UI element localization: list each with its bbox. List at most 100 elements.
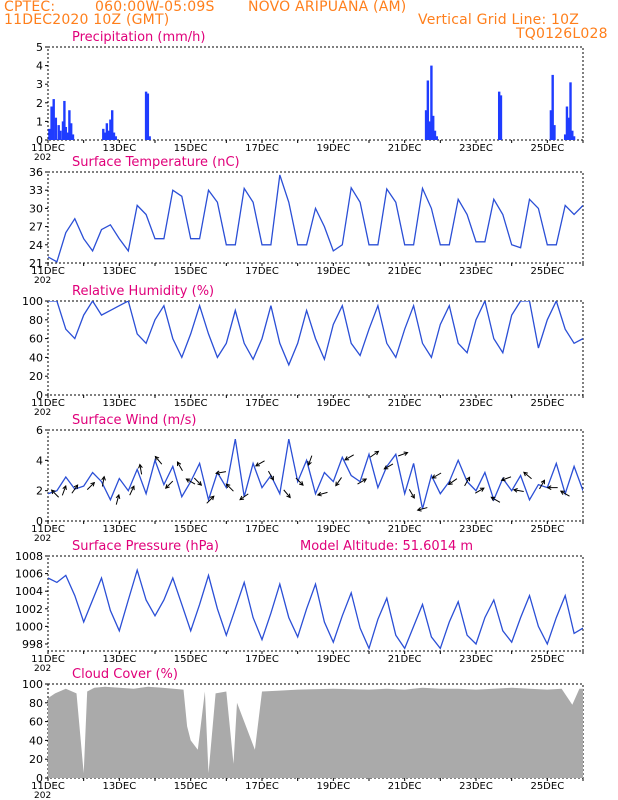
precip-bar — [103, 132, 107, 140]
y-tick-label: 36 — [29, 166, 43, 179]
plot-area — [48, 686, 583, 778]
wind-arrow — [431, 472, 442, 479]
cloud-area — [48, 686, 583, 778]
panel-wind: 11DEC 13DEC 15DEC 17DEC 19DEC 21DEC 23DEC 25DEC… — [31, 413, 584, 544]
wind-arrow-head — [101, 475, 106, 481]
wind-arrow-head — [115, 493, 121, 499]
run-date-label: 11DEC2020 10Z (GMT) — [4, 12, 170, 28]
precip-bar — [424, 110, 428, 140]
wind-arrow — [344, 454, 354, 461]
wind-arrow-shaft — [139, 464, 143, 475]
wind-arrow-shaft — [539, 480, 545, 490]
precip-bar — [57, 125, 60, 140]
wind-arrow — [295, 477, 304, 486]
precip-bar — [428, 121, 431, 140]
wind-arrow-head — [523, 471, 528, 477]
x-tick-label: 25DEC — [530, 398, 564, 409]
wind-arrow — [383, 463, 394, 470]
wind-arrow-shaft — [154, 456, 163, 465]
wind-arrow — [239, 493, 249, 501]
x-tick-label: 11DEC — [31, 266, 65, 277]
precip-bar — [112, 132, 116, 140]
y-tick-label: 20 — [29, 753, 43, 766]
y-tick-label: 20 — [29, 370, 43, 383]
precip-bar — [435, 136, 438, 140]
precip-bar — [59, 130, 62, 140]
y-tick-label: 30 — [29, 202, 43, 215]
precip-bar — [426, 80, 430, 140]
wind-arrow-head — [344, 456, 350, 461]
x-tick-label: 25DEC — [530, 266, 564, 277]
wind-arrow — [176, 461, 183, 471]
precip-bar — [572, 136, 576, 140]
y-tick-label: 21 — [29, 257, 43, 270]
precip-bar — [148, 136, 151, 140]
x-tick-label: 21DEC — [388, 143, 422, 154]
precip-bar — [553, 125, 556, 140]
panel-title: Cloud Cover (%) — [72, 667, 178, 682]
precip-bar — [102, 128, 105, 140]
precip-bar — [430, 65, 433, 140]
x-tick-label: 15DEC — [174, 143, 208, 154]
wind-arrow-shaft — [417, 507, 428, 511]
x-tick-label: 23DEC — [459, 524, 493, 535]
panel-cloud-cover: 11DEC 13DEC 15DEC 17DEC 19DEC 21DEC 23DEC 25DEC… — [22, 667, 584, 800]
wind-arrow — [185, 478, 196, 485]
wind-arrow-shaft — [129, 485, 135, 496]
panel-title: Relative Humidity (%) — [72, 284, 214, 299]
x-tick-label: 13DEC — [102, 266, 136, 277]
wind-arrow — [398, 451, 409, 457]
precip-bar — [144, 91, 148, 140]
y-tick-label: 1004 — [15, 585, 43, 598]
y-tick-label: 0 — [36, 134, 43, 147]
x-tick-label: 19DEC — [316, 143, 350, 154]
precip-bar — [571, 130, 574, 140]
y-tick-label: 100 — [22, 295, 43, 308]
wind-arrow-head — [540, 479, 546, 485]
panel-title: Surface Temperature (nC) — [72, 155, 240, 170]
wind-arrow-head — [374, 450, 380, 456]
model-id-label: TQ0126L028 — [516, 26, 608, 42]
x-year-label: 202 — [34, 534, 51, 544]
wind-arrow-head — [138, 463, 143, 469]
x-tick-label: 15DEC — [174, 781, 208, 792]
y-tick-label: 1000 — [15, 620, 43, 633]
precip-bar — [71, 134, 75, 140]
wind-arrow — [50, 489, 60, 498]
wind-arrow — [254, 460, 265, 467]
x-tick-label: 11DEC — [31, 524, 65, 535]
series-line — [48, 567, 583, 651]
coordinates-label: 060:00W-05:09S — [95, 0, 215, 15]
y-tick-label: 4 — [36, 60, 43, 73]
precip-bar — [61, 121, 65, 140]
precip-bar — [107, 130, 110, 140]
x-tick-label: 15DEC — [174, 654, 208, 665]
wind-arrow-head — [197, 481, 203, 486]
wind-arrow — [559, 490, 570, 497]
wind-arrow — [474, 487, 485, 494]
panel-pressure: 11DEC 13DEC 15DEC 17DEC 19DEC 21DEC 23DEC 25DEC… — [15, 539, 584, 674]
wind-arrow — [115, 493, 121, 505]
wind-arrow — [71, 484, 79, 494]
x-tick-label: 25DEC — [530, 781, 564, 792]
panel-title: Surface Pressure (hPa) — [72, 539, 219, 554]
wind-arrow-head — [416, 507, 422, 512]
wind-arrow-head — [62, 484, 67, 490]
wind-arrow-shaft — [491, 496, 501, 503]
wind-arrow-head — [465, 476, 471, 482]
source-label: CPTEC: — [4, 0, 56, 15]
precip-bar — [569, 82, 572, 140]
x-tick-label: 13DEC — [102, 654, 136, 665]
wind-arrow — [512, 488, 524, 493]
y-tick-label: 1008 — [15, 550, 43, 563]
x-year-label: 202 — [34, 276, 51, 286]
wind-arrow — [307, 455, 313, 467]
precip-bar — [567, 117, 570, 140]
y-tick-label: 2 — [36, 485, 43, 498]
x-tick-label: 23DEC — [459, 398, 493, 409]
wind-arrow — [490, 496, 501, 503]
x-tick-label: 19DEC — [316, 781, 350, 792]
wind-arrow — [335, 477, 342, 487]
wind-arrow-head — [239, 495, 245, 501]
